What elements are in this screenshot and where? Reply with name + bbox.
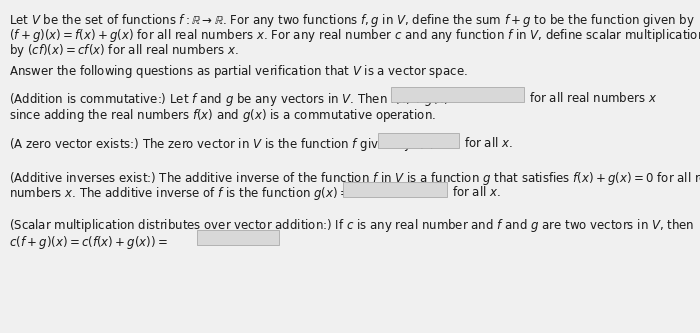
Text: for all $x$.: for all $x$. [464, 136, 513, 150]
FancyBboxPatch shape [391, 87, 524, 102]
Text: (Addition is commutative:) Let $f$ and $g$ be any vectors in $V$. Then $f(x) + g: (Addition is commutative:) Let $f$ and $… [9, 91, 461, 108]
Text: (Scalar multiplication distributes over vector addition:) If $c$ is any real num: (Scalar multiplication distributes over … [9, 217, 694, 234]
FancyBboxPatch shape [343, 182, 447, 197]
FancyBboxPatch shape [378, 133, 459, 148]
Text: for all real numbers $x$: for all real numbers $x$ [529, 91, 657, 105]
Text: Let $V$ be the set of functions $f : \mathbb{R} \to \mathbb{R}$. For any two fun: Let $V$ be the set of functions $f : \ma… [9, 12, 695, 29]
Text: $(f + g)(x) = f(x) + g(x)$ for all real numbers $x$. For any real number $c$ and: $(f + g)(x) = f(x) + g(x)$ for all real … [9, 27, 700, 44]
Text: (Additive inverses exist:) The additive inverse of the function $f$ in $V$ is a : (Additive inverses exist:) The additive … [9, 170, 700, 187]
Text: by $(cf)(x) = cf(x)$ for all real numbers $x$.: by $(cf)(x) = cf(x)$ for all real number… [9, 42, 239, 59]
Text: since adding the real numbers $f(x)$ and $g(x)$ is a commutative operation.: since adding the real numbers $f(x)$ and… [9, 107, 436, 124]
FancyBboxPatch shape [197, 230, 279, 245]
Text: for all $x$.: for all $x$. [452, 185, 500, 199]
Text: $c(f + g)(x) = c(f(x) + g(x)) =$: $c(f + g)(x) = c(f(x) + g(x)) =$ [9, 234, 168, 251]
Text: numbers $x$. The additive inverse of $f$ is the function $g(x) =$: numbers $x$. The additive inverse of $f$… [9, 185, 350, 202]
Text: Answer the following questions as partial verification that $V$ is a vector spac: Answer the following questions as partia… [9, 63, 468, 80]
Text: (A zero vector exists:) The zero vector in $V$ is the function $f$ given by $f(x: (A zero vector exists:) The zero vector … [9, 136, 447, 153]
